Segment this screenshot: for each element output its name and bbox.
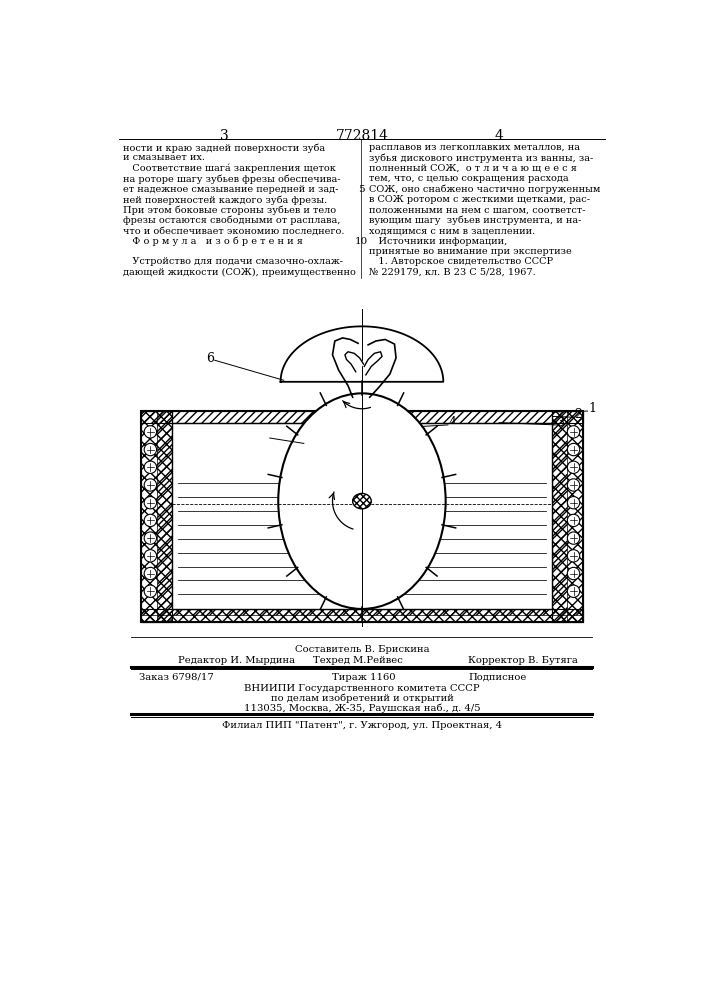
Text: ВНИИПИ Государственного комитета СССР: ВНИИПИ Государственного комитета СССР — [244, 684, 480, 693]
Circle shape — [144, 479, 156, 491]
Circle shape — [567, 497, 580, 509]
Text: 4: 4 — [449, 416, 457, 429]
Bar — [552, 411, 583, 622]
Bar — [552, 411, 583, 423]
Circle shape — [567, 567, 580, 580]
Circle shape — [567, 532, 580, 544]
Circle shape — [567, 461, 580, 473]
Text: СОЖ, оно снабжено частично погруженным: СОЖ, оно снабжено частично погруженным — [369, 185, 600, 194]
Text: принятые во внимание при экспертизе: принятые во внимание при экспертизе — [369, 247, 572, 256]
Text: 3: 3 — [557, 416, 566, 429]
Text: зубья дискового инструмента из ванны, за-: зубья дискового инструмента из ванны, за… — [369, 153, 593, 163]
Text: полненный СОЖ,  о т л и ч а ю щ е е с я: полненный СОЖ, о т л и ч а ю щ е е с я — [369, 164, 577, 173]
Text: тем, что, с целью сокращения расхода: тем, что, с целью сокращения расхода — [369, 174, 568, 183]
Text: Корректор В. Бутяга: Корректор В. Бутяга — [468, 656, 578, 665]
Text: Устройство для подачи смазочно-охлаж-: Устройство для подачи смазочно-охлаж- — [123, 257, 344, 266]
Text: 772814: 772814 — [335, 129, 388, 143]
Text: на роторе шагу зубьев фрезы обеспечива-: на роторе шагу зубьев фрезы обеспечива- — [123, 174, 341, 184]
Text: 2: 2 — [574, 408, 582, 421]
Text: 6: 6 — [206, 352, 214, 365]
Bar — [141, 411, 172, 622]
Text: 1. Авторское свидетельство СССР: 1. Авторское свидетельство СССР — [369, 257, 553, 266]
Text: и смазывает их.: и смазывает их. — [123, 153, 205, 162]
Circle shape — [567, 550, 580, 562]
Text: что и обеспечивает экономию последнего.: что и обеспечивает экономию последнего. — [123, 226, 345, 235]
Bar — [141, 411, 172, 423]
Text: При этом боковые стороны зубьев и тело: При этом боковые стороны зубьев и тело — [123, 205, 337, 215]
Circle shape — [144, 567, 156, 580]
Text: ности и краю задней поверхности зуба: ности и краю задней поверхности зуба — [123, 143, 325, 153]
Bar — [172, 423, 552, 609]
Text: Источники информации,: Источники информации, — [369, 237, 507, 246]
Circle shape — [567, 479, 580, 491]
Bar — [172, 411, 552, 423]
Ellipse shape — [353, 493, 371, 509]
Bar — [156, 411, 172, 622]
Ellipse shape — [279, 393, 445, 609]
Text: 5: 5 — [358, 185, 365, 194]
Text: 1: 1 — [588, 402, 596, 415]
Text: Ф о р м у л а   и з о б р е т е н и я: Ф о р м у л а и з о б р е т е н и я — [123, 237, 303, 246]
Circle shape — [144, 497, 156, 509]
Text: Филиал ПИП "Патент", г. Ужгород, ул. Проектная, 4: Филиал ПИП "Патент", г. Ужгород, ул. Про… — [222, 721, 502, 730]
Circle shape — [144, 514, 156, 527]
Text: Тираж 1160: Тираж 1160 — [332, 673, 396, 682]
Circle shape — [567, 585, 580, 597]
Polygon shape — [364, 352, 382, 375]
Bar — [141, 609, 583, 622]
Text: фрезы остаются свободными от расплава,: фрезы остаются свободными от расплава, — [123, 216, 341, 225]
Text: вующим шагу  зубьев инструмента, и на-: вующим шагу зубьев инструмента, и на- — [369, 216, 581, 225]
Circle shape — [567, 443, 580, 456]
Text: 5: 5 — [260, 432, 268, 445]
Text: расплавов из легкоплавких металлов, на: расплавов из легкоплавких металлов, на — [369, 143, 580, 152]
Text: 4: 4 — [495, 129, 503, 143]
Circle shape — [567, 514, 580, 527]
Text: № 229179, кл. В 23 С 5/28, 1967.: № 229179, кл. В 23 С 5/28, 1967. — [369, 268, 536, 277]
Text: ней поверхностей каждого зуба фрезы.: ней поверхностей каждого зуба фрезы. — [123, 195, 327, 205]
Text: положенными на нем с шагом, соответст-: положенными на нем с шагом, соответст- — [369, 205, 585, 214]
Text: 10: 10 — [354, 237, 368, 246]
Text: Подписное: Подписное — [468, 673, 527, 682]
Polygon shape — [345, 352, 363, 372]
Text: ет надежное смазывание передней и зад-: ет надежное смазывание передней и зад- — [123, 185, 339, 194]
Text: в СОЖ ротором с жесткими щетками, рас-: в СОЖ ротором с жесткими щетками, рас- — [369, 195, 590, 204]
Text: 113035, Москва, Ж-35, Раушская наб., д. 4/5: 113035, Москва, Ж-35, Раушская наб., д. … — [244, 704, 480, 713]
Polygon shape — [281, 326, 443, 382]
Text: ходящимся с ним в зацеплении.: ходящимся с ним в зацеплении. — [369, 226, 535, 235]
Circle shape — [144, 443, 156, 456]
Bar — [141, 609, 583, 615]
Text: Составитель В. Брискина: Составитель В. Брискина — [295, 645, 429, 654]
Circle shape — [144, 550, 156, 562]
Text: Редактор И. Мырдина: Редактор И. Мырдина — [177, 656, 295, 665]
Text: Соответствие шага́ закрепления щеток: Соответствие шага́ закрепления щеток — [123, 164, 336, 173]
Text: дающей жидкости (СОЖ), преимущественно: дающей жидкости (СОЖ), преимущественно — [123, 268, 356, 277]
Circle shape — [567, 426, 580, 438]
Text: Заказ 6798/17: Заказ 6798/17 — [139, 673, 214, 682]
Circle shape — [144, 532, 156, 544]
Text: по делам изобретений и открытий: по делам изобретений и открытий — [271, 694, 453, 703]
Circle shape — [144, 461, 156, 473]
Text: Техред М.Рейвес: Техред М.Рейвес — [313, 656, 403, 665]
Text: 3: 3 — [220, 129, 228, 143]
Circle shape — [144, 585, 156, 597]
Bar — [141, 411, 583, 622]
Bar — [552, 411, 567, 622]
Circle shape — [144, 426, 156, 438]
